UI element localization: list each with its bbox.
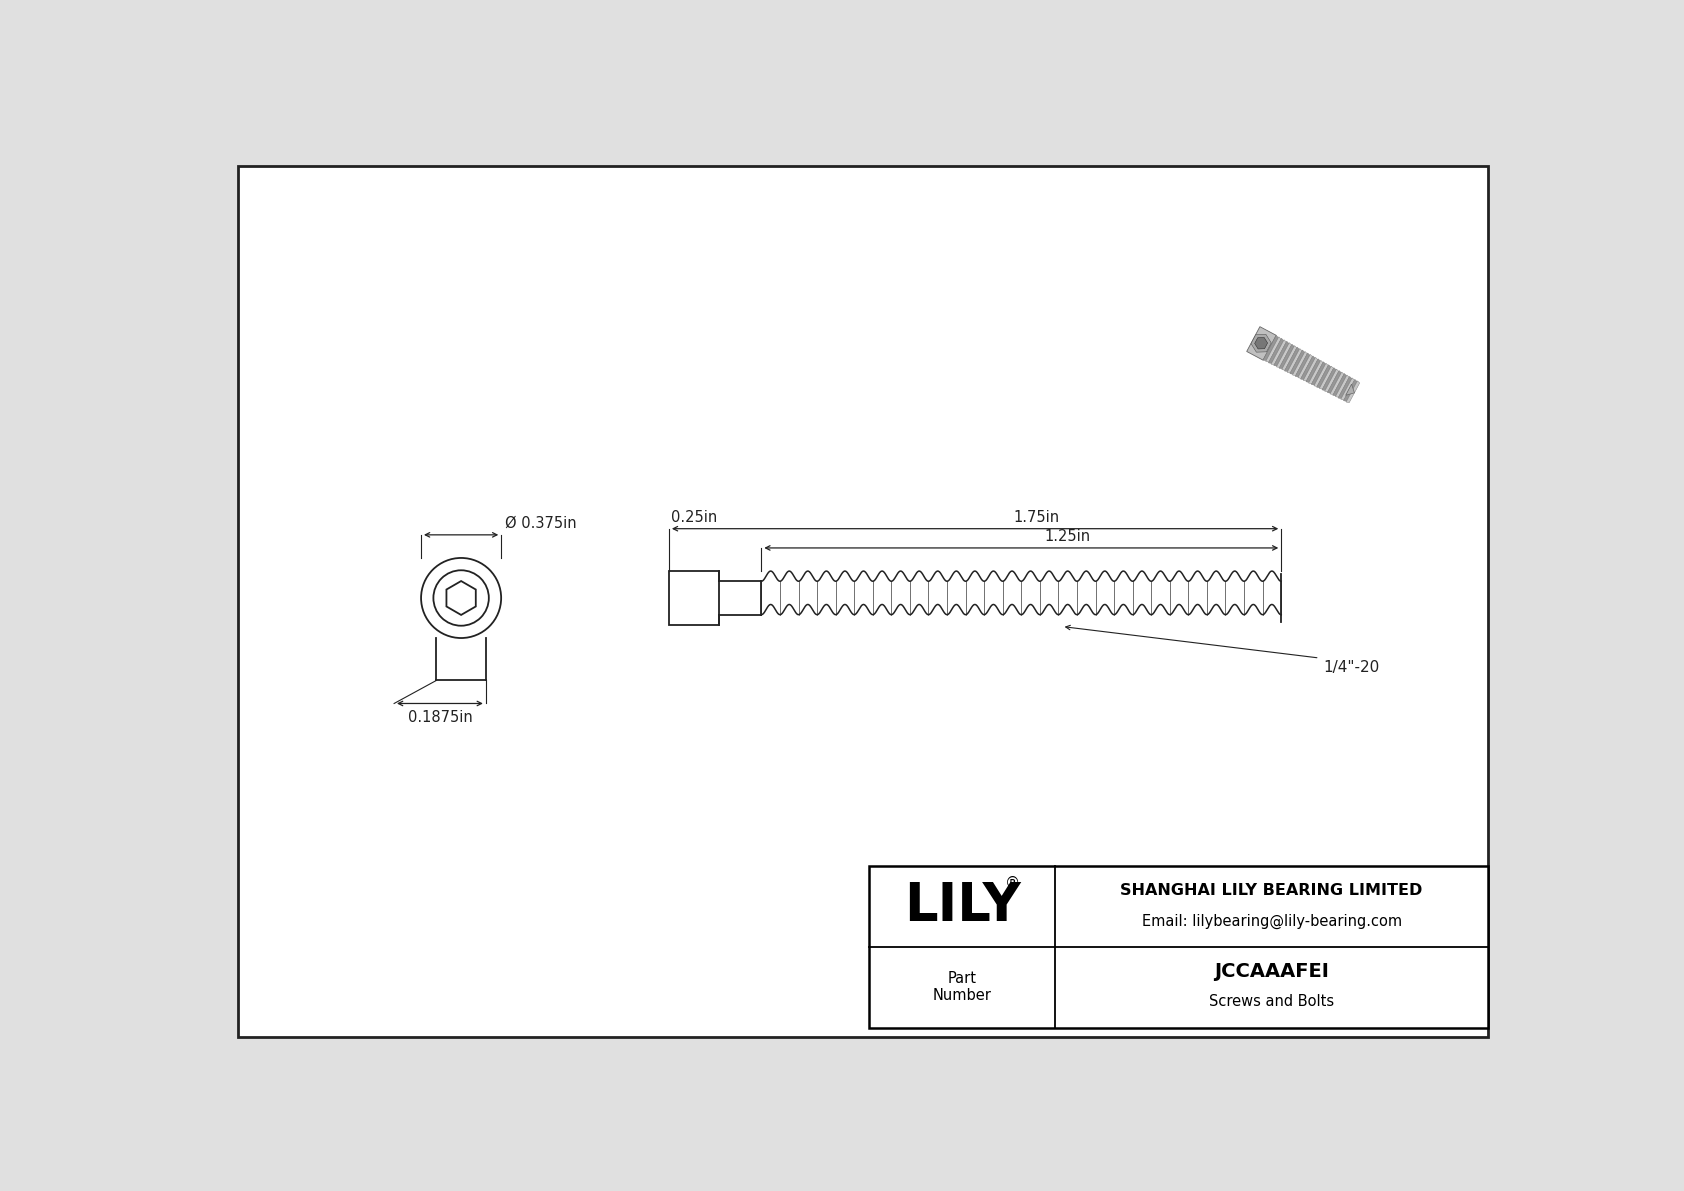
Polygon shape — [1332, 374, 1347, 395]
Polygon shape — [1322, 368, 1335, 391]
Polygon shape — [1282, 345, 1297, 370]
Polygon shape — [1330, 372, 1344, 394]
Polygon shape — [1293, 351, 1307, 375]
Polygon shape — [1246, 326, 1276, 360]
Bar — [669, 570, 719, 625]
Polygon shape — [1271, 339, 1287, 364]
Circle shape — [433, 570, 488, 625]
Text: ®: ® — [1004, 875, 1021, 891]
Polygon shape — [1287, 349, 1302, 373]
Text: 0.1875in: 0.1875in — [408, 710, 472, 724]
Text: LILY: LILY — [904, 880, 1021, 933]
Polygon shape — [1339, 376, 1352, 399]
Text: 1.75in: 1.75in — [1014, 510, 1059, 525]
Polygon shape — [1327, 370, 1342, 393]
Text: 1.25in: 1.25in — [1044, 529, 1091, 544]
Text: 0.25in: 0.25in — [670, 510, 717, 525]
Polygon shape — [1276, 343, 1292, 368]
Polygon shape — [1290, 350, 1305, 374]
Polygon shape — [1298, 355, 1312, 379]
Polygon shape — [1308, 361, 1324, 384]
Text: JCCAAAFEI: JCCAAAFEI — [1214, 962, 1329, 981]
Bar — [869, 866, 1489, 1028]
Polygon shape — [1268, 338, 1283, 363]
Polygon shape — [1285, 347, 1300, 372]
Polygon shape — [1263, 336, 1278, 361]
Text: Screws and Bolts: Screws and Bolts — [1209, 993, 1334, 1009]
Text: SHANGHAI LILY BEARING LIMITED: SHANGHAI LILY BEARING LIMITED — [1120, 884, 1423, 898]
Polygon shape — [1319, 366, 1334, 389]
Polygon shape — [1305, 358, 1320, 382]
Circle shape — [421, 557, 502, 638]
Polygon shape — [1300, 356, 1315, 380]
Text: Ø 0.375in: Ø 0.375in — [505, 516, 576, 531]
Polygon shape — [1344, 380, 1357, 401]
Text: Email: lilybearing@lily-bearing.com: Email: lilybearing@lily-bearing.com — [1142, 915, 1401, 929]
Polygon shape — [1280, 344, 1293, 369]
Polygon shape — [446, 581, 477, 615]
Polygon shape — [1295, 353, 1310, 378]
Polygon shape — [1346, 385, 1354, 395]
Polygon shape — [1266, 337, 1282, 362]
Polygon shape — [1325, 369, 1339, 392]
Text: 1/4"-20: 1/4"-20 — [1324, 660, 1379, 675]
Polygon shape — [1273, 341, 1288, 366]
Text: Part
Number: Part Number — [933, 971, 992, 1004]
Polygon shape — [1314, 363, 1329, 386]
Polygon shape — [1303, 357, 1319, 381]
Polygon shape — [1317, 364, 1330, 388]
Polygon shape — [1340, 378, 1354, 400]
Polygon shape — [1255, 337, 1268, 349]
Polygon shape — [1312, 362, 1325, 385]
Polygon shape — [1346, 381, 1359, 403]
Polygon shape — [1251, 335, 1271, 353]
Polygon shape — [1335, 375, 1349, 398]
